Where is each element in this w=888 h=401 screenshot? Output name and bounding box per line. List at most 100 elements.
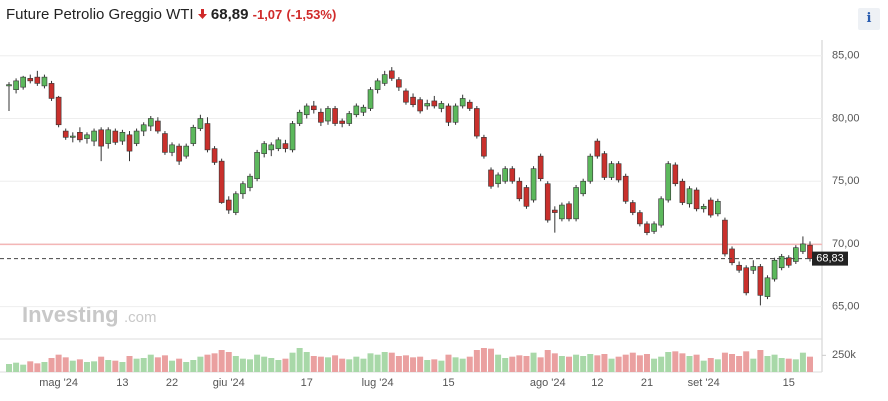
volume-bar — [488, 348, 495, 372]
candle-body — [793, 247, 799, 262]
volume-bar — [13, 362, 20, 372]
volume-bar — [140, 358, 147, 372]
volume-bar — [296, 348, 303, 372]
change: -1,07 — [252, 7, 283, 22]
volume-bar — [282, 358, 289, 372]
volume-bar — [445, 354, 452, 372]
volume-bar — [452, 357, 459, 372]
x-tick-label: 15 — [442, 377, 454, 389]
volume-bar — [615, 356, 622, 372]
volume-bar — [98, 356, 105, 372]
volume-bar — [268, 358, 275, 372]
volume-bar — [247, 359, 254, 372]
candle-body — [218, 160, 225, 203]
volume-bar — [197, 356, 204, 372]
candle-body — [360, 106, 367, 113]
candle-body — [459, 98, 466, 107]
volume-tick-label: 250k — [832, 349, 856, 361]
candle-body — [700, 206, 707, 210]
volume-bar — [69, 360, 76, 372]
x-tick-label: 12 — [591, 377, 603, 389]
volume-bar — [388, 352, 395, 372]
volume-bar — [665, 352, 672, 372]
info-button[interactable]: i — [858, 8, 880, 30]
volume-bar — [658, 356, 665, 372]
candle-body — [764, 277, 771, 297]
volume-bar — [225, 352, 232, 372]
x-tick-label: 17 — [301, 377, 313, 389]
volume-bar — [424, 360, 431, 372]
volume-bar — [353, 356, 360, 372]
volume-bar — [466, 356, 473, 372]
candle-body — [580, 180, 586, 195]
title: Future Petrolio Greggio WTI — [6, 6, 194, 23]
candle-body — [587, 155, 594, 182]
volume-bar — [310, 356, 317, 372]
candle-body — [91, 130, 97, 142]
candle-body — [183, 145, 190, 157]
volume-bar — [62, 357, 69, 372]
x-tick-label: giu '24 — [213, 377, 245, 389]
candle-body — [629, 202, 636, 213]
candle-body — [544, 183, 551, 221]
candle-body — [594, 140, 601, 157]
candle-body — [722, 219, 728, 255]
volume-bar — [91, 361, 98, 372]
candle-body — [608, 163, 615, 178]
volume-bar — [622, 354, 629, 372]
candle-body — [98, 129, 104, 147]
x-tick-label: lug '24 — [362, 377, 394, 389]
volume-bar — [190, 360, 197, 372]
candle-body — [240, 183, 246, 195]
candle-body — [552, 209, 558, 213]
candle-body — [20, 76, 26, 88]
candle-body — [502, 168, 508, 182]
candle-body — [601, 153, 608, 178]
candle-body — [34, 76, 41, 84]
volume-bar — [771, 354, 778, 372]
x-tick-label: mag '24 — [39, 377, 78, 389]
x-tick-label: 21 — [641, 377, 653, 389]
candle-body — [452, 105, 459, 123]
down-arrow — [197, 9, 207, 19]
candle-body — [261, 143, 267, 154]
volume-bar — [332, 355, 339, 372]
candle-body — [6, 84, 12, 87]
volume-bar — [693, 354, 700, 372]
candle-body — [48, 83, 55, 99]
volume-bar — [807, 356, 813, 372]
volume-bar — [55, 354, 62, 372]
candle-body — [410, 96, 416, 106]
candle-body — [481, 137, 487, 157]
candle-body — [204, 123, 211, 151]
volume-bar — [254, 354, 261, 372]
candle-body — [736, 264, 742, 271]
volume-bar — [20, 364, 27, 372]
volume-bar — [431, 359, 438, 372]
candle-body — [665, 163, 672, 201]
candle-body — [332, 108, 338, 124]
candle-body — [715, 200, 721, 215]
candle-body — [488, 169, 494, 187]
last-price-box — [812, 251, 848, 266]
volume-bar — [232, 356, 239, 372]
volume-bar — [736, 356, 743, 372]
volume-bar — [261, 356, 268, 372]
candle-body — [474, 108, 480, 137]
volume-bar — [438, 360, 445, 372]
candle-body — [268, 144, 275, 151]
volume-bar — [530, 352, 537, 372]
candle-body — [190, 126, 197, 144]
volume-bar — [402, 355, 409, 372]
volume-bar — [544, 350, 551, 372]
candle-body — [559, 204, 565, 220]
candle-body — [686, 188, 693, 205]
candle-body — [62, 130, 69, 138]
volume-bar — [6, 364, 12, 372]
candle-body — [303, 105, 310, 116]
candle-body — [672, 164, 679, 185]
candle-body — [374, 80, 381, 90]
y-tick-label: 75,00 — [832, 175, 860, 187]
candle-body — [55, 96, 62, 126]
